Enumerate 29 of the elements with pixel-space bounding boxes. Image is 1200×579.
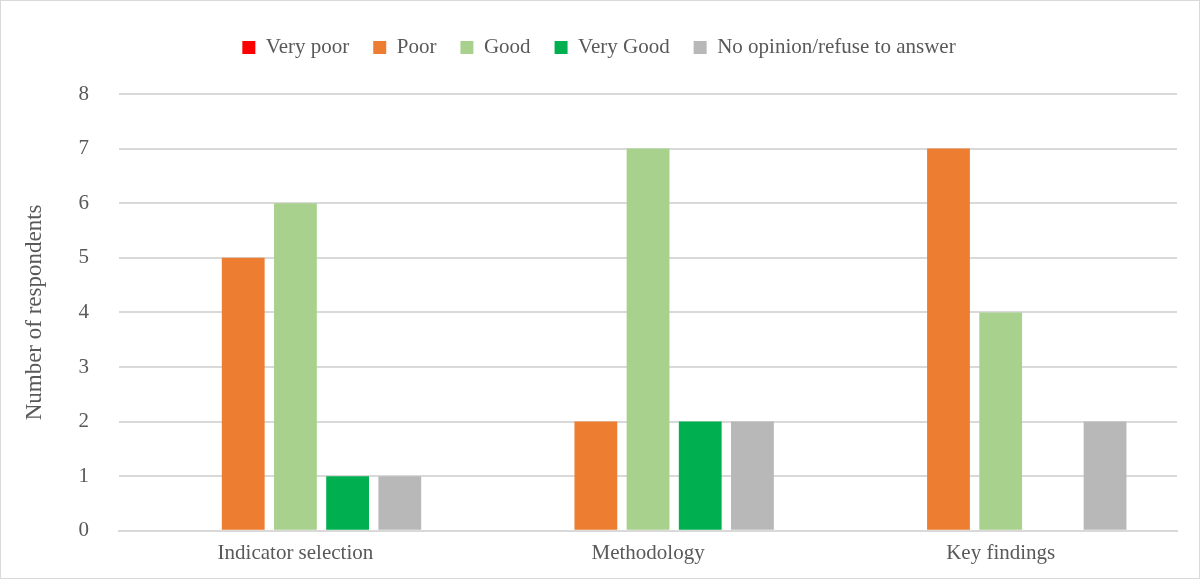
y-tick-label: 4 xyxy=(78,298,90,323)
y-tick-label: 0 xyxy=(78,517,90,542)
y-tick-label: 8 xyxy=(78,80,90,105)
bar xyxy=(274,203,317,530)
bar xyxy=(626,148,670,530)
y-tick-label: 6 xyxy=(78,189,90,214)
x-tick-label: Methodology xyxy=(591,539,706,564)
legend-label: Good xyxy=(483,34,532,59)
bar xyxy=(221,257,265,530)
legend-label: Very poor xyxy=(265,34,350,59)
bar xyxy=(378,476,422,530)
bar xyxy=(979,312,1023,530)
legend-label: Poor xyxy=(396,34,437,59)
y-axis-title: Number of respondents xyxy=(20,204,46,421)
y-tick-label: 2 xyxy=(78,408,90,433)
y-tick-label: 3 xyxy=(78,353,90,378)
bar xyxy=(326,476,369,530)
x-tick-label: Key findings xyxy=(946,539,1056,564)
legend-label: No opinion/refuse to answer xyxy=(717,34,956,59)
y-tick-label: 7 xyxy=(78,135,90,160)
bar xyxy=(574,421,618,530)
x-tick-label: Indicator selection xyxy=(217,539,374,564)
bar xyxy=(731,421,774,530)
legend-label: Very Good xyxy=(578,34,671,59)
bar xyxy=(678,421,722,530)
bar xyxy=(1083,421,1127,530)
y-tick-label: 5 xyxy=(78,244,90,269)
bar xyxy=(927,148,970,530)
y-tick-label: 1 xyxy=(78,462,90,487)
